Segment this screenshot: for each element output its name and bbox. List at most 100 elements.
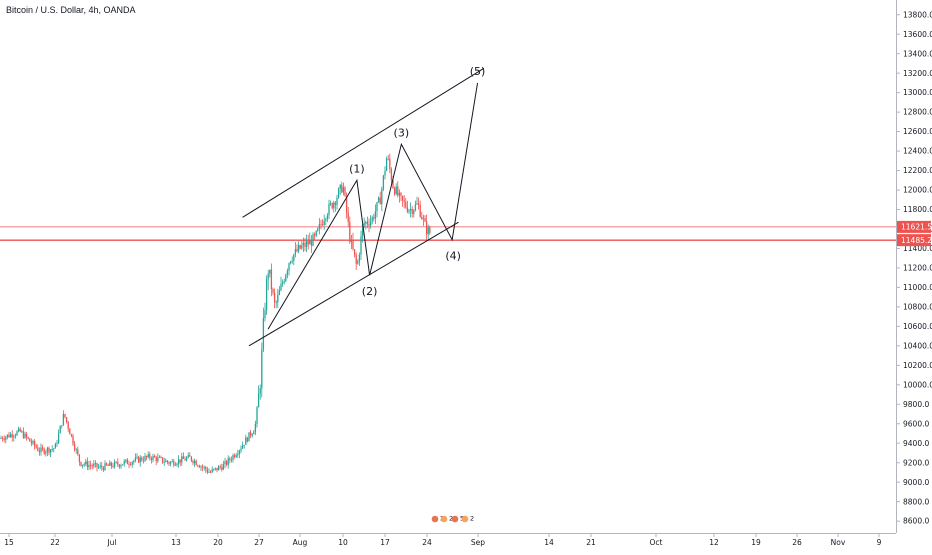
candle-body [43, 448, 45, 454]
candle-body [48, 447, 50, 453]
y-tick-label: 13600.0 [903, 30, 932, 39]
candle-body [225, 461, 228, 465]
candle-body [281, 282, 284, 285]
candle-body [163, 462, 165, 463]
candle-body [123, 461, 125, 465]
y-tick-label: 11200.0 [903, 264, 932, 273]
candle-body [200, 466, 202, 468]
y-tick-label: 13200.0 [903, 69, 932, 78]
event-icon[interactable] [461, 515, 469, 523]
events-badge[interactable]: 22452 [431, 515, 474, 523]
y-tick-label: 13400.0 [903, 49, 932, 58]
candle-body [110, 462, 113, 467]
candle-body [285, 274, 287, 282]
candle-body [176, 463, 178, 465]
candle-body [352, 239, 354, 250]
candle-body [141, 457, 143, 461]
candle-body [392, 180, 394, 189]
candle-body [101, 465, 103, 468]
x-tick-label: Sep [471, 538, 485, 547]
candle-body [205, 466, 207, 470]
candle-body [67, 422, 69, 429]
candle-body [264, 310, 266, 319]
candle-body [37, 447, 39, 451]
candle-body [150, 458, 153, 460]
candle-body [131, 462, 133, 465]
candle-body [189, 455, 191, 457]
candle-body [213, 468, 215, 470]
candle-body [94, 463, 97, 465]
candle-body [365, 221, 367, 224]
candle-body [339, 184, 341, 189]
candle-body [301, 245, 303, 249]
candle-body [107, 465, 109, 466]
candle-body [209, 471, 212, 473]
candle-body [174, 464, 177, 466]
candle-body [182, 456, 185, 459]
candle-body [136, 456, 138, 458]
candle-body [419, 204, 421, 217]
candle-body [97, 466, 100, 468]
channel-line[interactable] [242, 67, 485, 218]
candle-body [203, 466, 205, 468]
candle-body [17, 428, 20, 432]
candle-body [133, 460, 135, 463]
event-icon[interactable] [440, 515, 448, 523]
candle-body [1, 438, 4, 440]
candle-body [208, 471, 210, 473]
candle-body [297, 245, 300, 252]
candle-body [169, 462, 172, 464]
candle-body [227, 458, 229, 465]
candle-body [401, 195, 404, 201]
candle-body [387, 158, 389, 160]
candle-body [104, 463, 106, 471]
plot-area [0, 0, 896, 533]
candle-body [22, 431, 25, 438]
candle-body [389, 158, 391, 170]
candle-body [291, 260, 293, 262]
candle-body [333, 202, 335, 209]
candle-body [417, 203, 420, 205]
y-tick-label: 13800.0 [903, 10, 932, 19]
candle-body [384, 170, 386, 176]
candle-body [312, 234, 314, 246]
candle-body [304, 242, 306, 247]
candle-body [422, 218, 425, 220]
wave-label: (3) [394, 126, 410, 139]
candle-body [81, 464, 84, 466]
candle-body [318, 223, 321, 229]
candle-body [216, 467, 218, 471]
candle-body [120, 465, 122, 467]
candle-body [342, 187, 345, 193]
elliott-wave-path[interactable] [267, 82, 479, 330]
event-icon[interactable] [431, 515, 439, 523]
candle-body [357, 261, 359, 264]
candle-body [21, 431, 23, 433]
candle-body [57, 433, 60, 443]
candle-body [286, 270, 289, 275]
channel-line[interactable] [248, 221, 459, 347]
x-tick-label: 24 [422, 538, 432, 547]
candle-body [262, 318, 265, 350]
candle-body [355, 254, 357, 264]
candle-body [293, 254, 295, 261]
candle-body [353, 249, 356, 255]
candle-body [160, 457, 162, 458]
candle-body [0, 438, 2, 439]
candle-body [144, 455, 146, 461]
candle-body [360, 236, 362, 255]
candle-body [232, 455, 234, 460]
candle-body [88, 464, 90, 468]
candle-body [321, 224, 324, 226]
candle-body [190, 456, 193, 461]
candle-body [256, 407, 258, 424]
x-tick-label: 20 [213, 538, 223, 547]
candle-body [9, 434, 12, 438]
x-tick-label: 9 [877, 538, 882, 547]
candle-body [413, 210, 415, 214]
event-icon[interactable] [451, 515, 459, 523]
candle-body [155, 457, 157, 462]
x-tick-label: 22 [50, 538, 60, 547]
candle-body [368, 224, 370, 226]
